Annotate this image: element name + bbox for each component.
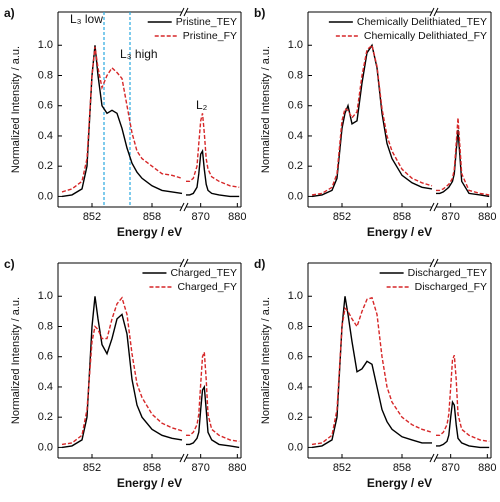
y-axis-label: Normalized Intensity / a.u. bbox=[10, 297, 22, 424]
y-tick-label: 0.2 bbox=[38, 160, 53, 172]
y-tick-label: 0.0 bbox=[288, 441, 303, 453]
axis-break bbox=[179, 258, 185, 268]
series-line bbox=[186, 113, 240, 188]
legend-label: Charged_FY bbox=[177, 281, 237, 293]
axis-break bbox=[179, 453, 185, 463]
y-tick-label: 0.4 bbox=[38, 130, 53, 142]
x-tick-label: 858 bbox=[143, 211, 161, 223]
y-tick-label: 0.4 bbox=[288, 130, 303, 142]
y-axis-label: Normalized Intensity / a.u. bbox=[10, 46, 22, 173]
y-axis-label: Normalized Intensity / a.u. bbox=[260, 46, 272, 173]
y-tick-label: 0.2 bbox=[288, 160, 303, 172]
x-tick-label: 870 bbox=[441, 211, 459, 223]
panel: 0.0 0.2 0.4 0.6 0.8 1.0 852 858 870 880 Discharged… bbox=[254, 257, 497, 490]
x-tick-label: 880 bbox=[478, 211, 496, 223]
x-tick-label: 858 bbox=[143, 462, 161, 474]
panel-label: b) bbox=[254, 6, 265, 20]
panel-label: d) bbox=[254, 257, 265, 271]
panel: 0.0 0.2 0.4 0.6 0.8 1.0 852 858 870 880 Pristine_T… bbox=[4, 6, 247, 239]
series-line bbox=[436, 129, 490, 198]
series-line bbox=[186, 384, 240, 449]
y-tick-label: 1.0 bbox=[38, 290, 53, 302]
y-tick-label: 0.6 bbox=[38, 351, 53, 363]
series-line bbox=[436, 354, 490, 443]
panel-label: c) bbox=[4, 257, 15, 271]
y-tick-label: 0.0 bbox=[288, 190, 303, 202]
legend-label: Discharged_TEY bbox=[408, 267, 487, 279]
y-tick-label: 0.0 bbox=[38, 441, 53, 453]
series-line bbox=[61, 45, 183, 198]
series-line bbox=[311, 296, 433, 446]
y-tick-label: 1.0 bbox=[288, 290, 303, 302]
legend-label: Pristine_TEY bbox=[176, 16, 237, 28]
y-tick-label: 0.6 bbox=[38, 100, 53, 112]
x-tick-label: 870 bbox=[191, 462, 209, 474]
series-line bbox=[61, 296, 183, 446]
y-tick-label: 0.4 bbox=[288, 381, 303, 393]
y-axis-label: Normalized Intensity / a.u. bbox=[260, 297, 272, 424]
axis-break bbox=[433, 202, 439, 212]
y-tick-label: 0.6 bbox=[288, 351, 303, 363]
y-tick-label: 0.8 bbox=[288, 69, 303, 81]
x-axis-label: Energy / eV bbox=[367, 225, 432, 239]
x-tick-label: 880 bbox=[228, 462, 246, 474]
series-line bbox=[186, 351, 240, 443]
y-tick-label: 0.2 bbox=[288, 411, 303, 423]
series-line bbox=[436, 117, 490, 196]
legend-label: Charged_TEY bbox=[170, 267, 237, 279]
x-tick-label: 858 bbox=[393, 211, 411, 223]
annotation: L₂ bbox=[196, 98, 208, 112]
series-line bbox=[311, 43, 433, 196]
axis-break bbox=[179, 202, 185, 212]
panel: 0.0 0.2 0.4 0.6 0.8 1.0 852 858 870 880 Chemically… bbox=[254, 6, 497, 239]
axis-break bbox=[433, 258, 439, 268]
axis-break bbox=[183, 453, 189, 463]
y-tick-label: 0.4 bbox=[38, 381, 53, 393]
x-tick-label: 880 bbox=[228, 211, 246, 223]
series-line bbox=[61, 46, 183, 193]
annotation: L₃ high bbox=[120, 47, 158, 61]
series-line bbox=[311, 43, 433, 198]
y-tick-label: 0.2 bbox=[38, 411, 53, 423]
legend-label: Chemically Delithiated_TEY bbox=[357, 16, 487, 28]
panel: 0.0 0.2 0.4 0.6 0.8 1.0 852 858 870 880 Charged_TE… bbox=[4, 257, 247, 490]
y-tick-label: 1.0 bbox=[38, 39, 53, 51]
series-line bbox=[436, 399, 490, 449]
legend-label: Pristine_FY bbox=[183, 30, 237, 42]
y-tick-label: 0.8 bbox=[288, 320, 303, 332]
x-tick-label: 870 bbox=[191, 211, 209, 223]
axis-break bbox=[433, 453, 439, 463]
axis-break bbox=[429, 453, 435, 463]
axis-break bbox=[429, 202, 435, 212]
y-tick-label: 0.0 bbox=[38, 190, 53, 202]
y-tick-label: 0.8 bbox=[38, 69, 53, 81]
x-tick-label: 852 bbox=[83, 462, 101, 474]
x-tick-label: 880 bbox=[478, 462, 496, 474]
axis-break bbox=[183, 258, 189, 268]
axis-break bbox=[433, 7, 439, 17]
y-tick-label: 0.8 bbox=[38, 320, 53, 332]
x-axis-label: Energy / eV bbox=[367, 476, 432, 490]
axis-break bbox=[429, 258, 435, 268]
x-tick-label: 852 bbox=[333, 211, 351, 223]
x-tick-label: 852 bbox=[333, 462, 351, 474]
series-line bbox=[186, 148, 240, 198]
axis-break bbox=[183, 7, 189, 17]
y-tick-label: 1.0 bbox=[288, 39, 303, 51]
series-line bbox=[311, 296, 432, 449]
legend-label: Chemically Delithiated_FY bbox=[364, 30, 487, 42]
panel-label: a) bbox=[4, 6, 15, 20]
x-tick-label: 852 bbox=[83, 211, 101, 223]
annotation: L₃ low bbox=[70, 12, 103, 26]
axis-break bbox=[183, 202, 189, 212]
legend-label: Discharged_FY bbox=[415, 281, 487, 293]
x-axis-label: Energy / eV bbox=[117, 225, 182, 239]
axis-break bbox=[429, 7, 435, 17]
y-tick-label: 0.6 bbox=[288, 100, 303, 112]
axis-break bbox=[179, 7, 185, 17]
x-axis-label: Energy / eV bbox=[117, 476, 182, 490]
x-tick-label: 858 bbox=[393, 462, 411, 474]
x-tick-label: 870 bbox=[441, 462, 459, 474]
